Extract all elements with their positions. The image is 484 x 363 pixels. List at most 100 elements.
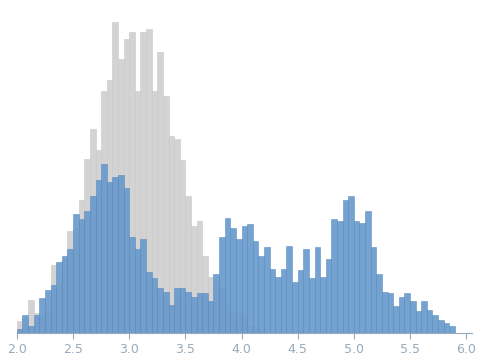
Bar — [416, 311, 421, 333]
Bar — [168, 136, 174, 333]
Bar — [17, 329, 22, 333]
Bar — [213, 274, 219, 333]
Bar — [236, 313, 242, 333]
Bar — [180, 288, 185, 333]
Bar — [388, 293, 393, 333]
Bar — [135, 249, 140, 333]
Bar — [303, 249, 309, 333]
Bar — [298, 270, 303, 333]
Bar — [208, 301, 213, 333]
Bar — [438, 319, 444, 333]
Bar — [45, 310, 50, 333]
Bar — [39, 298, 45, 333]
Bar — [50, 285, 56, 333]
Bar — [95, 180, 101, 333]
Bar — [208, 277, 213, 333]
Bar — [404, 293, 410, 333]
Bar — [101, 164, 107, 333]
Bar — [270, 269, 275, 333]
Bar — [123, 188, 129, 333]
Bar — [157, 288, 163, 333]
Bar — [348, 196, 354, 333]
Bar — [432, 315, 438, 333]
Bar — [146, 29, 151, 333]
Bar — [242, 226, 247, 333]
Bar — [337, 221, 343, 333]
Bar — [225, 305, 230, 333]
Bar — [332, 219, 337, 333]
Bar — [258, 329, 264, 333]
Bar — [326, 259, 332, 333]
Bar — [202, 293, 208, 333]
Bar — [168, 305, 174, 333]
Bar — [449, 326, 455, 333]
Bar — [219, 237, 225, 333]
Bar — [275, 331, 281, 333]
Bar — [107, 182, 112, 333]
Bar — [230, 228, 236, 333]
Bar — [129, 32, 135, 333]
Bar — [219, 287, 225, 333]
Bar — [90, 196, 95, 333]
Bar — [230, 311, 236, 333]
Bar — [315, 247, 320, 333]
Bar — [123, 39, 129, 333]
Bar — [371, 247, 376, 333]
Bar — [107, 80, 112, 333]
Bar — [101, 91, 107, 333]
Bar — [112, 23, 118, 333]
Bar — [360, 223, 365, 333]
Bar — [56, 262, 62, 333]
Bar — [399, 297, 404, 333]
Bar — [118, 175, 123, 333]
Bar — [343, 200, 348, 333]
Bar — [157, 52, 163, 333]
Bar — [118, 58, 123, 333]
Bar — [264, 247, 270, 333]
Bar — [382, 291, 388, 333]
Bar — [236, 239, 242, 333]
Bar — [84, 159, 90, 333]
Bar — [146, 272, 151, 333]
Bar — [151, 278, 157, 333]
Bar — [421, 301, 427, 333]
Bar — [197, 221, 202, 333]
Bar — [258, 256, 264, 333]
Bar — [56, 282, 62, 333]
Bar — [174, 288, 180, 333]
Bar — [62, 256, 67, 333]
Bar — [90, 129, 95, 333]
Bar — [242, 316, 247, 333]
Bar — [444, 323, 449, 333]
Bar — [67, 249, 73, 333]
Bar — [34, 313, 39, 333]
Bar — [135, 91, 140, 333]
Bar — [95, 151, 101, 333]
Bar — [79, 200, 84, 333]
Bar — [151, 91, 157, 333]
Bar — [298, 331, 303, 333]
Bar — [163, 291, 168, 333]
Bar — [73, 229, 79, 333]
Bar — [393, 306, 399, 333]
Bar — [79, 219, 84, 333]
Bar — [354, 221, 360, 333]
Bar — [253, 329, 258, 333]
Bar — [410, 301, 416, 333]
Bar — [39, 315, 45, 333]
Bar — [213, 280, 219, 333]
Bar — [34, 315, 39, 333]
Bar — [22, 318, 28, 333]
Bar — [247, 224, 253, 333]
Bar — [365, 211, 371, 333]
Bar — [28, 300, 34, 333]
Bar — [225, 218, 230, 333]
Bar — [309, 278, 315, 333]
Bar — [129, 237, 135, 333]
Bar — [84, 211, 90, 333]
Bar — [67, 231, 73, 333]
Bar — [174, 139, 180, 333]
Bar — [185, 291, 191, 333]
Bar — [287, 246, 292, 333]
Bar — [17, 321, 22, 333]
